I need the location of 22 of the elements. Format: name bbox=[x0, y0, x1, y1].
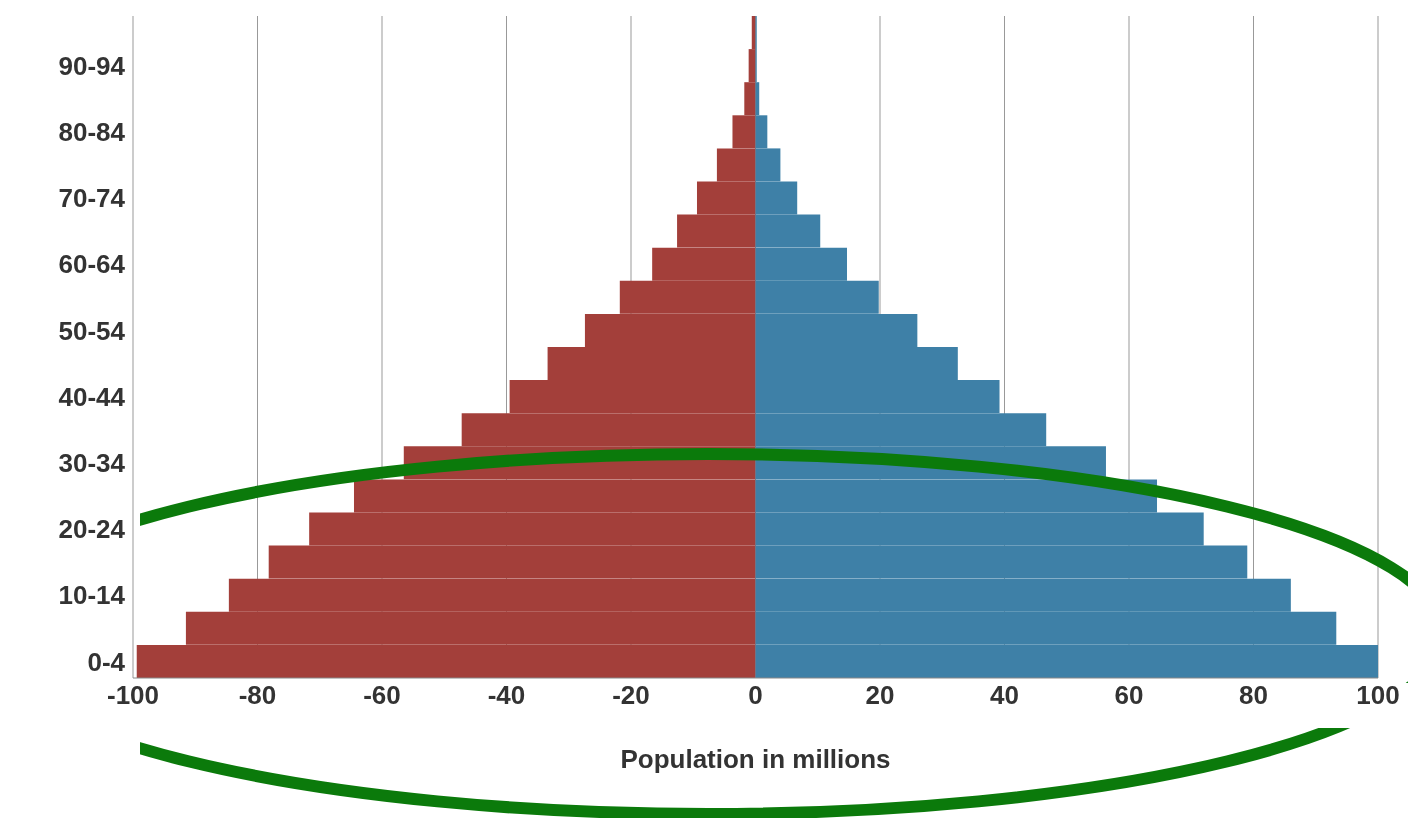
x-tick-label: -80 bbox=[238, 680, 277, 711]
x-tick-label: -100 bbox=[106, 680, 160, 711]
x-tick-label: 100 bbox=[1356, 680, 1400, 711]
y-tick-label: 50-54 bbox=[58, 315, 126, 346]
x-tick-label: -20 bbox=[612, 680, 650, 711]
x-tick-label: -60 bbox=[363, 680, 401, 711]
y-tick-label: 70-74 bbox=[58, 183, 126, 214]
y-tick-label: 90-94 bbox=[58, 50, 126, 81]
x-tick-label: 60 bbox=[1114, 680, 1144, 711]
y-tick-label: 0-4 bbox=[87, 646, 126, 677]
x-tick-label: 40 bbox=[990, 680, 1019, 711]
x-tick-label: -40 bbox=[487, 680, 526, 711]
y-tick-label: 80-84 bbox=[58, 117, 126, 148]
x-tick-label: 20 bbox=[865, 680, 895, 711]
y-tick-label: 30-34 bbox=[58, 448, 126, 479]
x-tick-label: 80 bbox=[1239, 680, 1268, 711]
y-tick-label: 40-44 bbox=[58, 381, 126, 412]
y-tick-label: 60-64 bbox=[58, 249, 126, 280]
x-tick-label: 0 bbox=[748, 680, 763, 711]
x-axis-title: Population in millions bbox=[620, 744, 891, 774]
y-tick-label: 20-24 bbox=[58, 514, 126, 545]
y-tick-label: 10-14 bbox=[58, 580, 126, 611]
